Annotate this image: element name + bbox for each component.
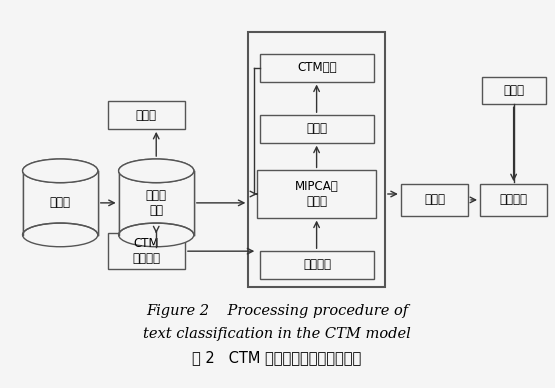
Bar — [248, 32, 385, 287]
Text: 分类器: 分类器 — [424, 193, 445, 206]
Text: 测试集: 测试集 — [503, 84, 524, 97]
Bar — [23, 171, 98, 235]
Bar — [119, 171, 194, 235]
Bar — [260, 54, 374, 81]
Text: 结构化
数据: 结构化 数据 — [146, 189, 166, 217]
Bar — [108, 234, 185, 269]
Bar — [401, 184, 468, 216]
Text: 训练集: 训练集 — [306, 123, 327, 135]
Bar — [108, 101, 185, 129]
Ellipse shape — [23, 159, 98, 183]
Ellipse shape — [119, 159, 194, 183]
Text: 分类结果: 分类结果 — [500, 193, 528, 206]
Ellipse shape — [119, 223, 194, 247]
Text: 图 2   CTM 模型文本分类的处理过程: 图 2 CTM 模型文本分类的处理过程 — [193, 350, 362, 365]
Text: MIPCA特
征选择: MIPCA特 征选择 — [295, 180, 339, 208]
Ellipse shape — [23, 223, 98, 247]
Bar — [260, 251, 374, 279]
Bar — [257, 170, 376, 218]
Ellipse shape — [23, 159, 98, 183]
Bar — [482, 77, 546, 104]
Text: text classification in the CTM model: text classification in the CTM model — [143, 327, 411, 341]
Ellipse shape — [119, 223, 194, 247]
Bar — [260, 115, 374, 143]
Text: 预处理: 预处理 — [136, 109, 157, 122]
Text: 分类算法: 分类算法 — [303, 258, 331, 272]
Bar — [480, 184, 547, 216]
Text: 语料库: 语料库 — [50, 196, 70, 210]
Text: CTM
模型训练: CTM 模型训练 — [132, 237, 160, 265]
Text: CTM模型: CTM模型 — [297, 61, 337, 74]
Ellipse shape — [23, 223, 98, 247]
Ellipse shape — [119, 159, 194, 183]
Text: Figure 2    Processing procedure of: Figure 2 Processing procedure of — [146, 304, 408, 318]
